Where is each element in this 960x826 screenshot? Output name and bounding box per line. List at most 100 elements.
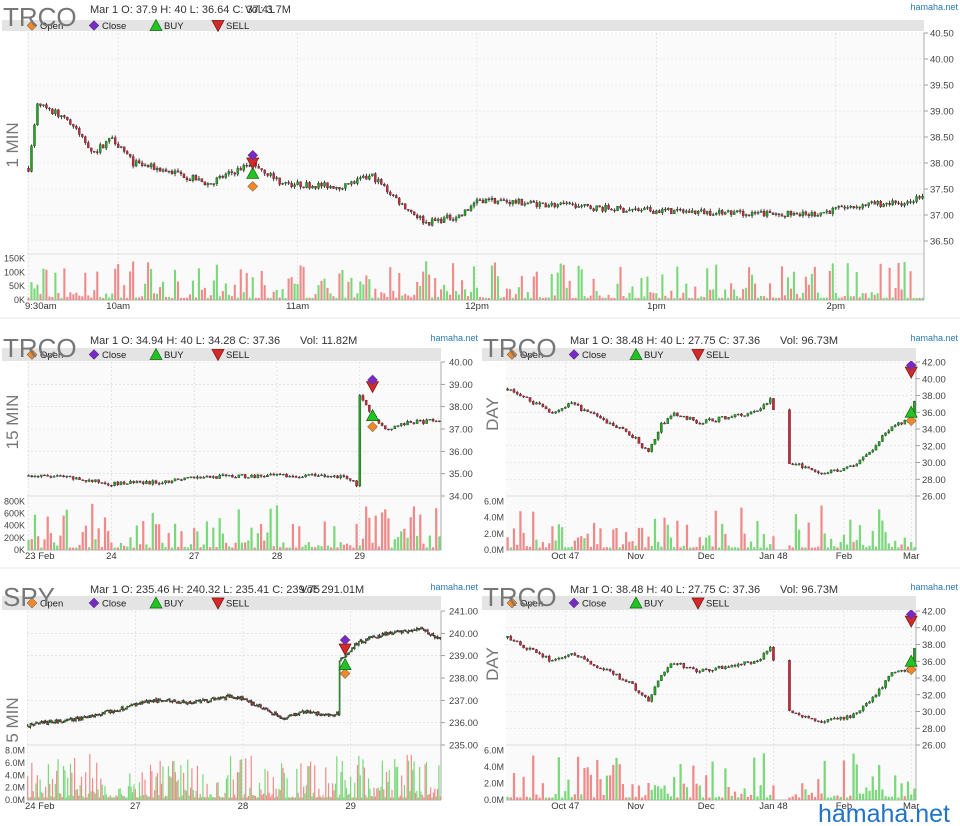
candle xyxy=(414,629,417,631)
candle xyxy=(193,700,196,704)
volume-bar xyxy=(754,283,757,300)
volume-bar xyxy=(129,271,132,300)
candle xyxy=(192,476,196,479)
volume-bar xyxy=(685,283,688,300)
volume-bar xyxy=(522,532,525,550)
candle xyxy=(227,169,231,177)
candle xyxy=(602,667,605,672)
candle xyxy=(704,418,708,424)
volume-bar xyxy=(615,527,618,550)
candle xyxy=(837,205,840,210)
candle xyxy=(568,201,571,205)
volume-bar xyxy=(550,273,553,300)
candle xyxy=(631,681,634,684)
close-marker xyxy=(88,20,100,31)
volume-bar xyxy=(708,797,711,800)
candle xyxy=(174,699,177,703)
volume-bar xyxy=(589,546,593,550)
candle xyxy=(358,641,360,647)
legend-item-open: Open xyxy=(26,20,63,32)
candle xyxy=(65,718,68,722)
volume-bar xyxy=(182,297,186,300)
candle xyxy=(843,204,846,211)
candle xyxy=(759,658,762,662)
candle xyxy=(287,180,290,186)
buy-marker xyxy=(365,408,380,421)
candle xyxy=(622,207,625,213)
candle xyxy=(876,199,879,207)
volume-bar xyxy=(356,293,359,300)
candle xyxy=(390,428,393,431)
candle xyxy=(320,473,323,477)
volume-bar xyxy=(282,767,284,800)
y-tick-label: 36.00 xyxy=(922,408,946,419)
candle xyxy=(871,449,875,453)
candle xyxy=(817,720,820,723)
volume-bar xyxy=(284,297,287,300)
candle xyxy=(197,176,201,181)
candle xyxy=(167,480,170,484)
volume-bar xyxy=(245,273,248,300)
volume-bar xyxy=(111,293,114,300)
volume-bar xyxy=(544,297,547,300)
volume-bar xyxy=(858,525,862,550)
volume-bar xyxy=(303,786,305,800)
volume-bar xyxy=(173,523,177,550)
candle xyxy=(612,421,615,427)
candle xyxy=(420,626,422,630)
candle xyxy=(209,700,211,703)
volume-bar xyxy=(347,794,349,800)
volume-bar xyxy=(152,797,154,800)
candle xyxy=(427,221,431,227)
volume-bar xyxy=(97,789,99,800)
volume-bar xyxy=(653,518,657,550)
x-tick-label: 9:30am xyxy=(25,301,57,312)
volume-bar xyxy=(622,296,625,300)
volume-bar xyxy=(394,759,396,800)
volume-bar xyxy=(188,294,192,300)
volume-bar xyxy=(78,295,81,300)
open-marker xyxy=(905,664,917,675)
candle xyxy=(371,173,374,177)
volume-bar xyxy=(913,788,916,800)
volume-bar xyxy=(855,764,858,800)
candle xyxy=(541,652,545,659)
volume-bar xyxy=(293,283,296,300)
x-tick-label: 11am xyxy=(286,301,309,312)
volume-bar xyxy=(420,791,422,800)
volume-bar xyxy=(673,777,676,800)
candle xyxy=(143,163,147,167)
volume-tick-label: 6.0M xyxy=(484,496,504,506)
candle xyxy=(320,181,323,189)
volume-bar xyxy=(239,759,241,800)
volume-bar xyxy=(275,505,279,550)
volume-bar xyxy=(85,772,87,800)
volume-bar xyxy=(224,542,228,550)
volume-bar xyxy=(840,297,843,300)
svg-text:Close: Close xyxy=(102,21,126,32)
volume-bar xyxy=(816,292,819,300)
candle xyxy=(235,697,237,700)
candle xyxy=(387,428,390,431)
volume-bar xyxy=(348,793,350,800)
volume-bar xyxy=(910,542,913,550)
candle xyxy=(574,202,577,210)
volume-bar xyxy=(105,794,107,800)
volume-bar xyxy=(170,297,174,300)
candle xyxy=(673,209,676,215)
candle xyxy=(365,638,367,645)
y-tick-label: 38.00 xyxy=(449,402,473,413)
candle xyxy=(506,635,509,640)
volume-tick-label: 0K xyxy=(14,295,25,305)
volume-bar xyxy=(109,795,112,800)
volume-bar xyxy=(826,797,830,800)
candle xyxy=(858,710,862,714)
candle xyxy=(700,207,703,213)
candle xyxy=(245,162,248,168)
candle xyxy=(347,183,350,185)
volume-bar xyxy=(87,547,91,550)
volume-bar xyxy=(345,543,349,550)
candle xyxy=(341,657,344,660)
candle xyxy=(69,118,72,126)
volume-bar xyxy=(661,274,664,300)
